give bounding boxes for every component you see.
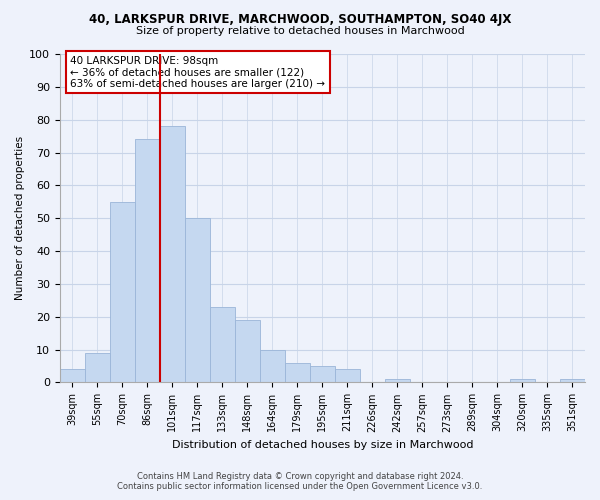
- Bar: [310, 366, 335, 382]
- Bar: [560, 379, 585, 382]
- Text: Contains HM Land Registry data © Crown copyright and database right 2024.
Contai: Contains HM Land Registry data © Crown c…: [118, 472, 482, 491]
- Bar: [260, 350, 285, 382]
- Bar: [510, 379, 535, 382]
- Bar: [60, 370, 85, 382]
- Text: 40 LARKSPUR DRIVE: 98sqm
← 36% of detached houses are smaller (122)
63% of semi-: 40 LARKSPUR DRIVE: 98sqm ← 36% of detach…: [70, 56, 325, 89]
- Text: 40, LARKSPUR DRIVE, MARCHWOOD, SOUTHAMPTON, SO40 4JX: 40, LARKSPUR DRIVE, MARCHWOOD, SOUTHAMPT…: [89, 12, 511, 26]
- Bar: [235, 320, 260, 382]
- Bar: [135, 140, 160, 382]
- Bar: [285, 362, 310, 382]
- Y-axis label: Number of detached properties: Number of detached properties: [15, 136, 25, 300]
- Bar: [210, 307, 235, 382]
- Bar: [85, 353, 110, 382]
- X-axis label: Distribution of detached houses by size in Marchwood: Distribution of detached houses by size …: [172, 440, 473, 450]
- Bar: [110, 202, 135, 382]
- Bar: [385, 379, 410, 382]
- Bar: [160, 126, 185, 382]
- Bar: [185, 218, 210, 382]
- Bar: [335, 370, 360, 382]
- Text: Size of property relative to detached houses in Marchwood: Size of property relative to detached ho…: [136, 26, 464, 36]
